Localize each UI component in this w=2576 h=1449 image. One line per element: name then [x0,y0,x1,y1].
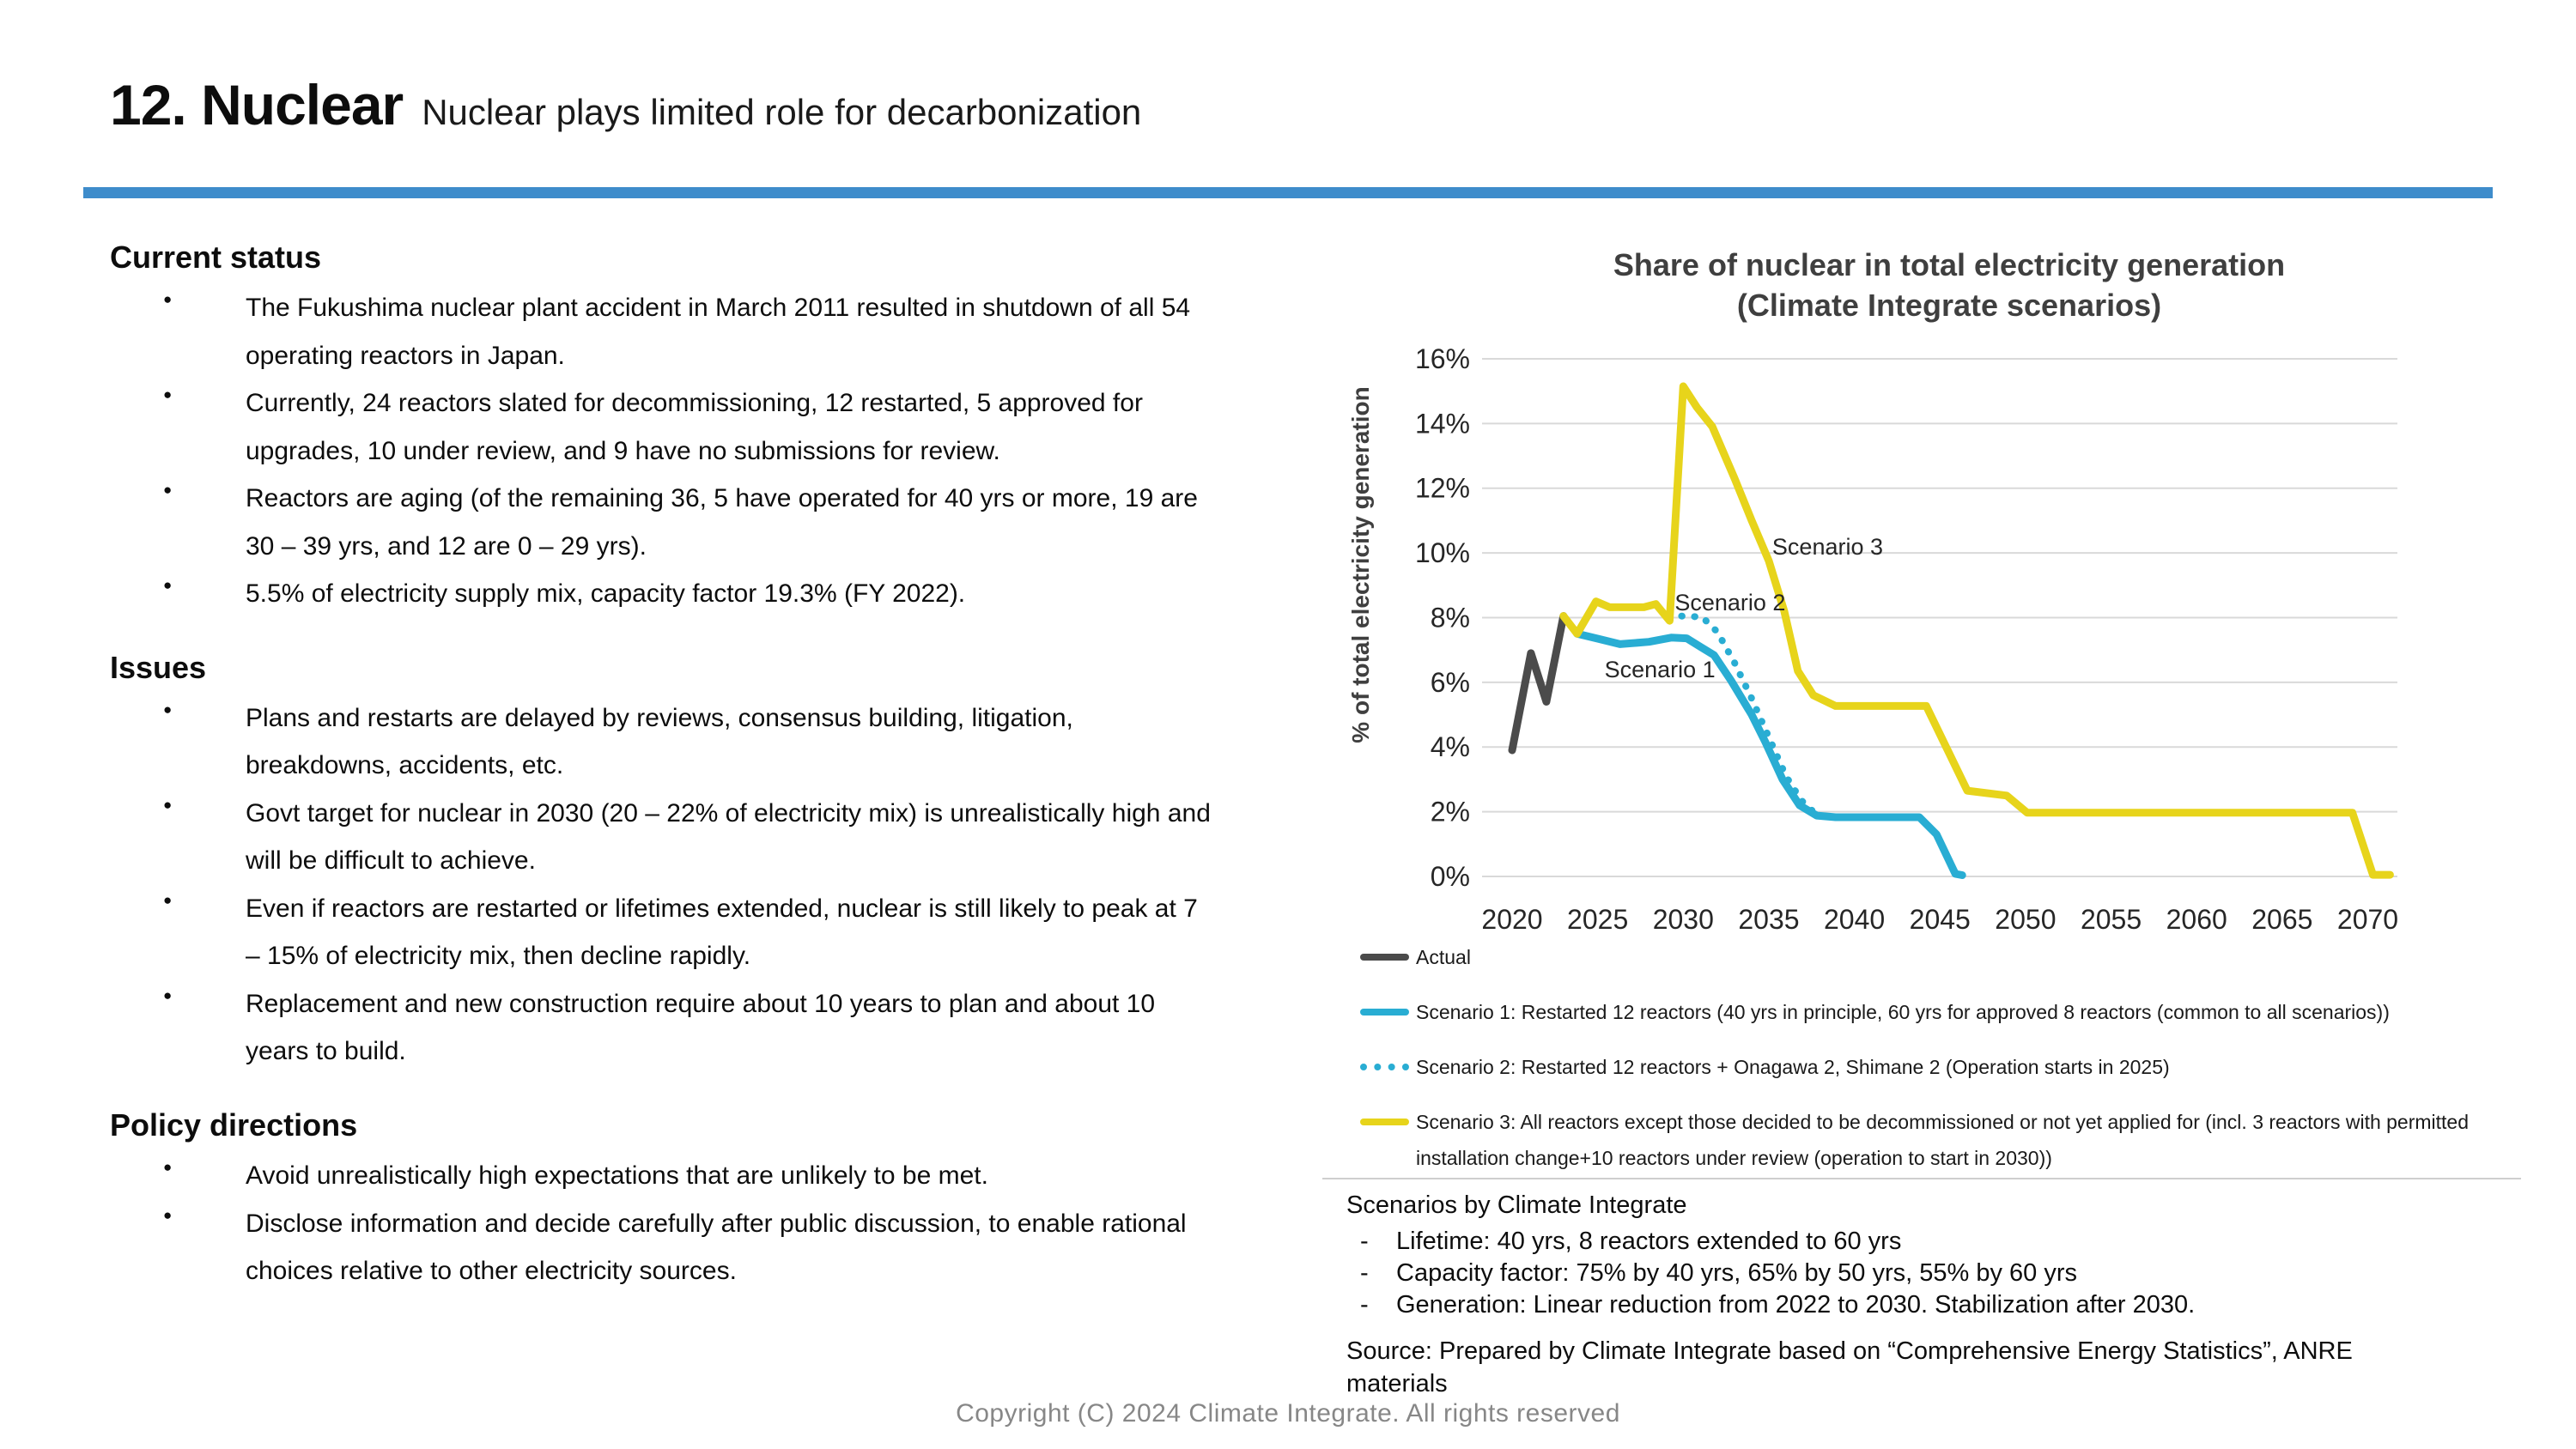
page-title: 12. Nuclear [110,73,404,136]
y-tick-label: 4% [1431,731,1470,762]
x-tick-label: 2020 [1481,904,1542,935]
legend-item: Scenario 2: Restarted 12 reactors + Onag… [1360,1049,2519,1085]
legend-swatch [1360,1119,1409,1125]
chart-legend: Actual Scenario 1: Restarted 12 reactors … [1360,939,2519,1195]
note-item: Lifetime: 40 yrs, 8 reactors extended to… [1346,1226,2488,1258]
chart-title: Share of nuclear in total electricity ge… [1613,247,2286,282]
source-text: Source: Prepared by Climate Integrate ba… [1346,1337,2353,1397]
legend-item: Actual [1360,939,2519,975]
share-of-nuclear-chart: 0% 2% 4% 6% 8% 10% 12% 14% 16% 2020 2025 2030 2035 20… [1347,343,2398,935]
bullet-item: Replacement and new construction require… [110,980,1213,1076]
chart-annotation: Scenario 1 [1605,657,1716,682]
series-line-scenario-1 [1573,629,1966,879]
notes-title: Scenarios by Climate Integrate [1346,1191,1687,1219]
note-item: Generation: Linear reduction from 2022 t… [1346,1289,2488,1321]
legend-label: Scenario 3: All reactors except those de… [1416,1111,2470,1169]
y-axis-label: % of total electricity generation [1347,386,1374,743]
legend-label: Actual [1416,946,1471,968]
chart-annotation: Scenario 3 [1772,534,1883,560]
y-tick-label: 6% [1431,667,1470,698]
x-tick-label: 2035 [1738,904,1799,935]
x-tick-label: 2060 [2166,904,2227,935]
text-sections: Current status The Fukushima nuclear plan… [110,239,1226,1295]
series-line-scenario-3 [1559,382,2394,879]
note-item: Capacity factor: 75% by 40 yrs, 65% by 5… [1346,1258,2488,1289]
x-tick-label: 2030 [1653,904,1714,935]
chart-subtitle: (Climate Integrate scenarios) [1736,287,2162,323]
bullet-item: Govt target for nuclear in 2030 (20 – 22… [110,790,1213,885]
x-tick-label: 2070 [2337,904,2398,935]
legend-label: Scenario 1: Restarted 12 reactors (40 yr… [1416,1001,2390,1023]
section: Current status The Fukushima nuclear plan… [110,239,1226,618]
legend-swatch [1360,954,1409,961]
section-heading: Policy directions [110,1106,358,1143]
x-tick-label: 2040 [1824,904,1885,935]
bullet-item: 5.5% of electricity supply mix, capacity… [110,570,1213,618]
notes-separator [1322,1178,2521,1179]
page-subtitle: Nuclear plays limited role for decarboni… [422,92,1142,132]
bullet-item: Reactors are aging (of the remaining 36,… [110,475,1213,570]
y-tick-label: 14% [1415,408,1470,439]
bullet-item: Avoid unrealistically high expectations … [110,1152,1213,1200]
footer-copyright: Copyright (C) 2024 Climate Integrate. Al… [956,1399,1620,1428]
x-tick-label: 2045 [1910,904,1971,935]
y-tick-label: 10% [1415,537,1470,568]
bullet-list: Avoid unrealistically high expectations … [110,1152,1226,1295]
y-tick-label: 8% [1431,602,1470,633]
x-tick-label: 2050 [1995,904,2056,935]
y-tick-label: 2% [1431,797,1470,828]
y-tick-label: 12% [1415,473,1470,504]
chart-annotation: Scenario 2 [1674,590,1785,615]
bullet-item: Even if reactors are restarted or lifeti… [110,885,1213,980]
legend-label: Scenario 2: Restarted 12 reactors + Onag… [1416,1056,2170,1078]
section: Issues Plans and restarts are delayed by … [110,649,1226,1076]
bullet-item: Disclose information and decide carefull… [110,1200,1213,1295]
y-tick-label: 16% [1415,343,1470,374]
notes-list: Lifetime: 40 yrs, 8 reactors extended to… [1346,1226,2488,1321]
section-heading: Current status [110,239,322,275]
legend-swatch [1360,1009,1409,1016]
header-accent-rule [83,187,2493,198]
x-tick-label: 2025 [1567,904,1628,935]
legend-item: Scenario 3: All reactors except those de… [1360,1104,2519,1176]
bullet-item: The Fukushima nuclear plant accident in … [110,284,1213,379]
series-line-actual [1508,612,1568,755]
page-header: 12. Nuclear Nuclear plays limited role f… [110,72,1141,137]
x-tick-label: 2055 [2081,904,2142,935]
bullet-item: Currently, 24 reactors slated for decomm… [110,379,1213,475]
section: Policy directions Avoid unrealistically h… [110,1106,1226,1295]
scenario-notes: Scenarios by Climate Integrate Lifetime:… [1346,1190,2488,1321]
legend-item: Scenario 1: Restarted 12 reactors (40 yr… [1360,994,2519,1030]
chart-title-block: Share of nuclear in total electricity ge… [1322,246,2576,326]
legend-swatch [1360,1064,1409,1070]
x-tick-label: 2065 [2251,904,2312,935]
bullet-list: Plans and restarts are delayed by review… [110,694,1226,1076]
y-tick-label: 0% [1431,861,1470,892]
bullet-list: The Fukushima nuclear plant accident in … [110,284,1226,618]
section-heading: Issues [110,649,207,685]
series-line-scenario-2 [1666,612,1819,817]
bullet-item: Plans and restarts are delayed by review… [110,694,1213,790]
